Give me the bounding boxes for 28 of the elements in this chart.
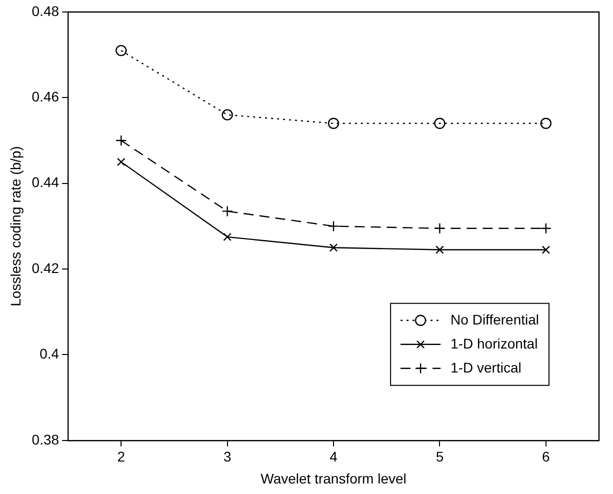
point <box>542 246 550 254</box>
point <box>116 134 127 146</box>
y-axis-title: Lossless coding rate (b/p) <box>7 146 24 306</box>
point <box>222 109 233 120</box>
legend-label: 1-D horizontal <box>450 335 538 352</box>
legend-label: No Differential <box>450 311 540 328</box>
x-tick-label: 3 <box>223 448 232 465</box>
point <box>117 158 126 166</box>
point <box>328 220 340 232</box>
x-tick-label: 6 <box>542 448 550 465</box>
point <box>328 118 340 129</box>
y-tick-label: 0.42 <box>32 260 60 276</box>
point <box>116 44 127 56</box>
point <box>329 243 338 252</box>
point <box>540 118 552 129</box>
x-axis-title: Wavelet transform level <box>260 470 406 486</box>
y-tick-label: 0.44 <box>32 174 60 190</box>
x-tick-label: 4 <box>330 448 338 465</box>
y-tick-label: 0.38 <box>32 431 60 448</box>
y-tick-label: 0.4 <box>40 346 60 362</box>
point <box>436 246 444 254</box>
x-tick-label: 2 <box>117 448 126 465</box>
y-tick-label: 0.46 <box>32 88 60 105</box>
point <box>434 118 446 129</box>
legend-label: 1-D vertical <box>450 359 522 376</box>
point <box>223 232 232 242</box>
x-tick-label: 5 <box>436 448 444 465</box>
y-tick-label: 0.48 <box>32 2 60 19</box>
